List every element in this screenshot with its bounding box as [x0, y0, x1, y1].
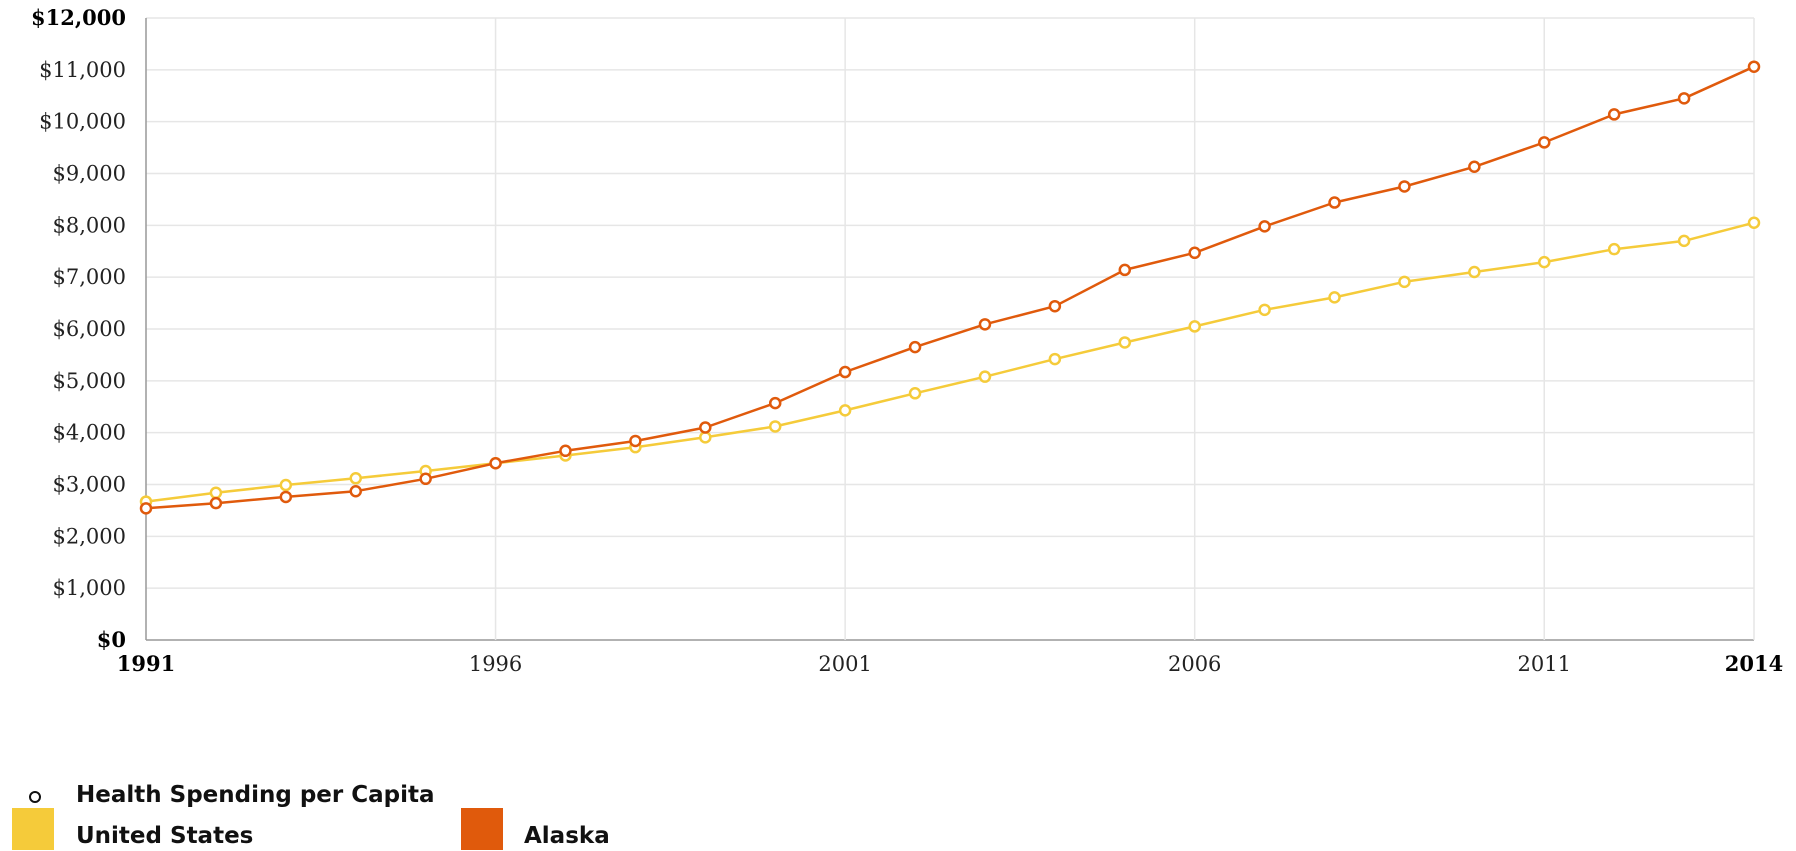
x-tick-label: 2014	[1725, 651, 1783, 676]
data-point	[1328, 291, 1341, 304]
y-tick-label: $5,000	[53, 369, 126, 393]
axes: $0 $1,000 $2,000 $3,000 $4,000 $5,000 $6,000 $7…	[31, 5, 1783, 676]
data-point	[1538, 136, 1551, 149]
line-chart: $0 $1,000 $2,000 $3,000 $4,000 $5,000 $6,000 $7…	[31, 5, 1783, 676]
data-point	[349, 472, 362, 485]
data-point	[1468, 265, 1481, 279]
data-point	[1607, 242, 1621, 256]
data-point	[1747, 216, 1761, 229]
y-tick-label: $0	[97, 627, 126, 652]
legend-swatch-alaska[interactable]	[461, 808, 503, 850]
y-tick-label: $3,000	[53, 473, 126, 497]
data-point	[838, 365, 852, 379]
data-point	[209, 496, 223, 510]
data-point	[699, 421, 712, 434]
data-point	[699, 431, 712, 444]
data-point	[209, 486, 223, 500]
circle-marker-icon	[29, 791, 41, 803]
data-point	[489, 456, 502, 470]
data-point	[768, 396, 782, 410]
data-point	[1607, 108, 1621, 121]
legend-marker-label: Health Spending per Capita	[76, 782, 435, 808]
legend-label-alaska[interactable]: Alaska	[524, 823, 610, 849]
data-point	[279, 478, 293, 492]
legend-label-united-states[interactable]: United States	[76, 823, 254, 849]
data-point	[908, 340, 922, 354]
data-point	[1398, 275, 1411, 289]
data-point	[629, 434, 642, 448]
data-point	[1048, 352, 1062, 366]
data-point	[1048, 299, 1062, 313]
y-tick-label: $9,000	[53, 162, 126, 186]
x-tick-label: 2001	[818, 652, 871, 676]
x-tick-label: 1996	[469, 652, 522, 676]
data-point	[419, 472, 432, 486]
y-tick-label: $10,000	[39, 110, 126, 134]
data-point	[1258, 303, 1271, 317]
x-tick-label: 1991	[117, 651, 175, 676]
grid-lines	[145, 17, 1755, 641]
series-line-alaska	[145, 65, 1755, 510]
y-tick-label: $4,000	[53, 421, 126, 445]
legend-swatch-united-states[interactable]	[12, 808, 54, 850]
data-point	[1468, 160, 1481, 174]
data-point	[1538, 255, 1551, 269]
series-line-united-states	[145, 221, 1755, 503]
x-tick-label: 2006	[1168, 652, 1221, 676]
data-point	[1328, 196, 1341, 209]
data-point	[1398, 180, 1411, 193]
data-point	[349, 484, 362, 498]
data-point	[559, 444, 572, 458]
y-tick-label: $8,000	[53, 213, 126, 237]
data-point	[1677, 92, 1691, 105]
data-point	[1118, 336, 1132, 349]
data-point	[978, 318, 992, 331]
y-tick-label: $1,000	[53, 576, 126, 600]
data-point	[279, 490, 293, 504]
y-tick-label: $7,000	[53, 265, 126, 289]
data-point	[768, 420, 782, 433]
data-point	[139, 502, 153, 515]
x-tick-label: 2011	[1518, 652, 1571, 676]
legend: Health Spending per Capita United States…	[0, 760, 760, 851]
data-point	[1118, 263, 1132, 277]
data-point	[838, 404, 852, 417]
data-point	[908, 387, 922, 400]
y-tick-label: $12,000	[31, 5, 126, 30]
data-point	[1188, 320, 1201, 333]
y-tick-label: $11,000	[39, 58, 126, 82]
data-point	[1258, 220, 1271, 233]
series-lines	[139, 60, 1761, 515]
y-tick-label: $6,000	[53, 317, 126, 341]
data-point	[1188, 246, 1201, 260]
data-point	[978, 370, 992, 383]
y-tick-label: $2,000	[53, 524, 126, 548]
data-point	[1747, 60, 1761, 73]
data-point	[1677, 234, 1691, 248]
